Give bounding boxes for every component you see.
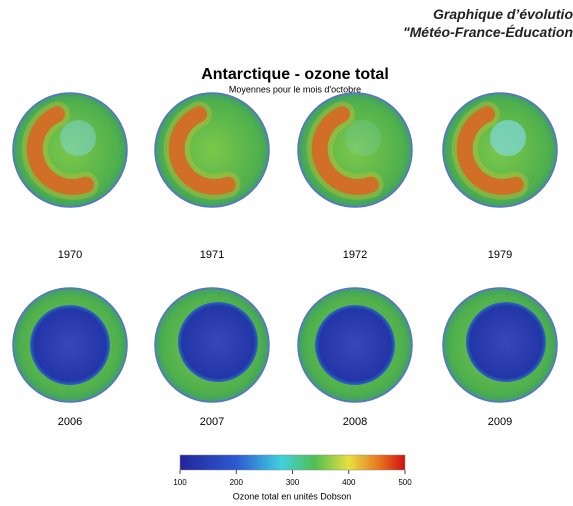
title: Antarctique - ozone total (201, 66, 389, 83)
ozone-hole (30, 305, 110, 385)
ozone-hole (466, 302, 546, 382)
figure: Graphique d’évolutio "Météo-France-Éduca… (0, 0, 573, 506)
year-label: 2008 (343, 416, 367, 428)
year-label: 2007 (200, 416, 224, 428)
year-label: 1971 (200, 249, 224, 261)
colorbar-tick-label: 500 (398, 478, 412, 487)
colorbar-tick-label: 300 (286, 478, 300, 487)
ozone-hole (178, 302, 258, 382)
colorbar-tick-label: 400 (342, 478, 356, 487)
colorbar-label: Ozone total en unités Dobson (233, 491, 352, 501)
year-label: 1972 (343, 249, 367, 261)
year-label: 2009 (488, 416, 512, 428)
year-label: 2006 (58, 416, 82, 428)
ozone-hole (315, 305, 395, 385)
ozone-hole (60, 120, 96, 156)
subtitle: Moyennes pour le mois d'octobre (229, 84, 361, 94)
ozone-hole (345, 120, 381, 156)
colorbar-tick-label: 200 (230, 478, 244, 487)
colorbar-tick-label: 100 (173, 478, 187, 487)
year-label: 1970 (58, 249, 82, 261)
ozone-maps: Antarctique - ozone total Moyennes pour … (0, 0, 573, 506)
colorbar (180, 455, 405, 470)
ozone-hole (490, 120, 526, 156)
year-label: 1979 (488, 249, 512, 261)
